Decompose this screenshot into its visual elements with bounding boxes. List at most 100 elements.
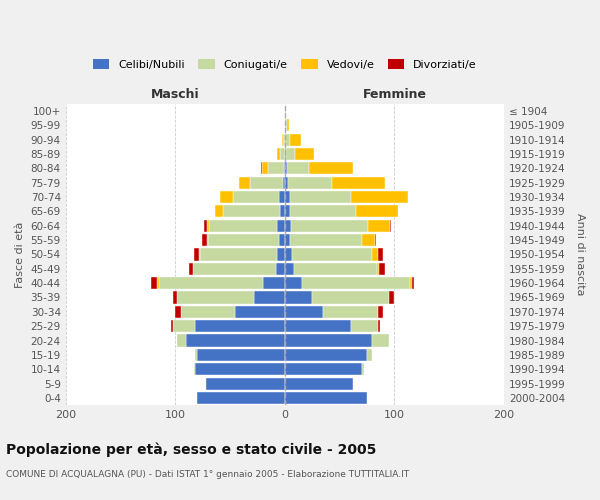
Bar bbox=[368, 220, 390, 232]
Bar bbox=[206, 378, 285, 390]
Bar bbox=[207, 234, 208, 246]
Bar bbox=[195, 349, 197, 361]
Bar bbox=[280, 234, 285, 246]
Bar bbox=[175, 306, 181, 318]
Bar bbox=[281, 134, 283, 145]
Bar bbox=[276, 262, 285, 275]
Bar bbox=[190, 262, 193, 275]
Bar bbox=[194, 363, 195, 376]
Bar bbox=[157, 277, 159, 289]
Bar bbox=[277, 148, 280, 160]
Bar bbox=[367, 349, 373, 361]
Bar bbox=[173, 320, 195, 332]
Bar bbox=[207, 220, 209, 232]
Bar bbox=[285, 134, 290, 145]
Bar bbox=[151, 277, 157, 289]
Text: Femmine: Femmine bbox=[362, 88, 427, 101]
Bar bbox=[285, 220, 292, 232]
Bar bbox=[268, 162, 284, 174]
Bar bbox=[204, 220, 207, 232]
Y-axis label: Anni di nascita: Anni di nascita bbox=[575, 213, 585, 296]
Bar bbox=[277, 248, 285, 260]
Bar bbox=[378, 306, 383, 318]
Bar bbox=[362, 234, 374, 246]
Bar bbox=[186, 334, 285, 346]
Bar bbox=[202, 234, 207, 246]
Bar bbox=[350, 191, 407, 203]
Bar bbox=[373, 334, 389, 346]
Bar bbox=[390, 220, 391, 232]
Bar bbox=[178, 292, 254, 304]
Bar bbox=[283, 176, 285, 189]
Bar bbox=[235, 306, 285, 318]
Bar bbox=[181, 306, 235, 318]
Bar bbox=[285, 176, 288, 189]
Bar bbox=[285, 277, 302, 289]
Y-axis label: Fasce di età: Fasce di età bbox=[15, 222, 25, 288]
Bar bbox=[200, 248, 277, 260]
Bar bbox=[285, 292, 312, 304]
Bar bbox=[194, 248, 199, 260]
Bar bbox=[285, 162, 287, 174]
Bar bbox=[309, 162, 353, 174]
Bar bbox=[295, 148, 314, 160]
Bar bbox=[285, 334, 373, 346]
Bar bbox=[209, 220, 277, 232]
Bar bbox=[350, 320, 378, 332]
Bar bbox=[173, 292, 178, 304]
Bar bbox=[285, 363, 362, 376]
Bar bbox=[280, 206, 285, 218]
Bar bbox=[285, 206, 290, 218]
Bar bbox=[193, 262, 276, 275]
Bar bbox=[223, 206, 280, 218]
Bar bbox=[254, 292, 285, 304]
Bar bbox=[178, 334, 186, 346]
Bar bbox=[285, 262, 293, 275]
Bar bbox=[378, 248, 383, 260]
Bar bbox=[288, 176, 332, 189]
Bar bbox=[312, 292, 389, 304]
Bar bbox=[220, 191, 233, 203]
Bar bbox=[285, 234, 290, 246]
Bar bbox=[374, 234, 376, 246]
Bar bbox=[239, 176, 250, 189]
Bar bbox=[377, 262, 379, 275]
Bar bbox=[280, 148, 285, 160]
Bar bbox=[285, 392, 367, 404]
Bar bbox=[285, 248, 292, 260]
Bar bbox=[287, 119, 289, 132]
Bar bbox=[285, 191, 290, 203]
Text: COMUNE DI ACQUALAGNA (PU) - Dati ISTAT 1° gennaio 2005 - Elaborazione TUTTITALIA: COMUNE DI ACQUALAGNA (PU) - Dati ISTAT 1… bbox=[6, 470, 409, 479]
Bar bbox=[379, 262, 385, 275]
Bar bbox=[290, 234, 362, 246]
Bar bbox=[171, 320, 173, 332]
Bar bbox=[285, 349, 367, 361]
Bar bbox=[389, 292, 394, 304]
Bar bbox=[195, 363, 285, 376]
Bar bbox=[292, 220, 368, 232]
Bar bbox=[159, 277, 263, 289]
Bar bbox=[323, 306, 378, 318]
Bar bbox=[195, 320, 285, 332]
Bar bbox=[285, 119, 287, 132]
Bar bbox=[373, 248, 378, 260]
Bar bbox=[290, 191, 350, 203]
Bar bbox=[280, 191, 285, 203]
Text: Popolazione per età, sesso e stato civile - 2005: Popolazione per età, sesso e stato civil… bbox=[6, 442, 376, 457]
Bar bbox=[410, 277, 412, 289]
Bar bbox=[356, 206, 398, 218]
Bar bbox=[362, 363, 364, 376]
Bar bbox=[284, 162, 285, 174]
Bar bbox=[208, 234, 280, 246]
Bar bbox=[285, 306, 323, 318]
Bar bbox=[412, 277, 414, 289]
Legend: Celibi/Nubili, Coniugati/e, Vedovi/e, Divorziati/e: Celibi/Nubili, Coniugati/e, Vedovi/e, Di… bbox=[88, 55, 481, 74]
Bar bbox=[287, 162, 309, 174]
Bar bbox=[290, 206, 356, 218]
Bar bbox=[285, 320, 350, 332]
Bar bbox=[199, 248, 200, 260]
Bar bbox=[285, 378, 353, 390]
Bar bbox=[262, 162, 268, 174]
Bar bbox=[283, 134, 285, 145]
Bar bbox=[285, 148, 286, 160]
